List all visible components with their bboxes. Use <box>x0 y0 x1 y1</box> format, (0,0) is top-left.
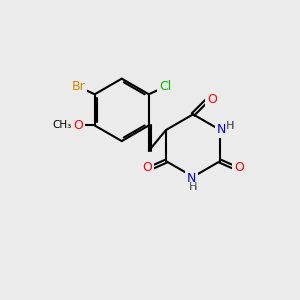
Text: CH₃: CH₃ <box>52 121 72 130</box>
Text: N: N <box>217 123 226 136</box>
Text: N: N <box>187 172 196 185</box>
Text: Br: Br <box>71 80 85 93</box>
Text: O: O <box>234 160 244 174</box>
Text: H: H <box>189 182 197 192</box>
Text: Cl: Cl <box>159 80 171 93</box>
Text: O: O <box>207 93 217 106</box>
Text: H: H <box>226 122 235 131</box>
Text: H: H <box>189 182 197 192</box>
Text: O: O <box>74 119 83 132</box>
Text: N: N <box>187 172 196 185</box>
Text: O: O <box>74 119 83 132</box>
Text: O: O <box>142 160 152 174</box>
Text: H: H <box>226 122 235 131</box>
Text: O: O <box>142 160 152 174</box>
Text: N: N <box>217 123 226 136</box>
Text: Cl: Cl <box>159 80 171 93</box>
Text: O: O <box>234 160 244 174</box>
Text: O: O <box>207 93 217 106</box>
Text: Br: Br <box>71 80 85 93</box>
